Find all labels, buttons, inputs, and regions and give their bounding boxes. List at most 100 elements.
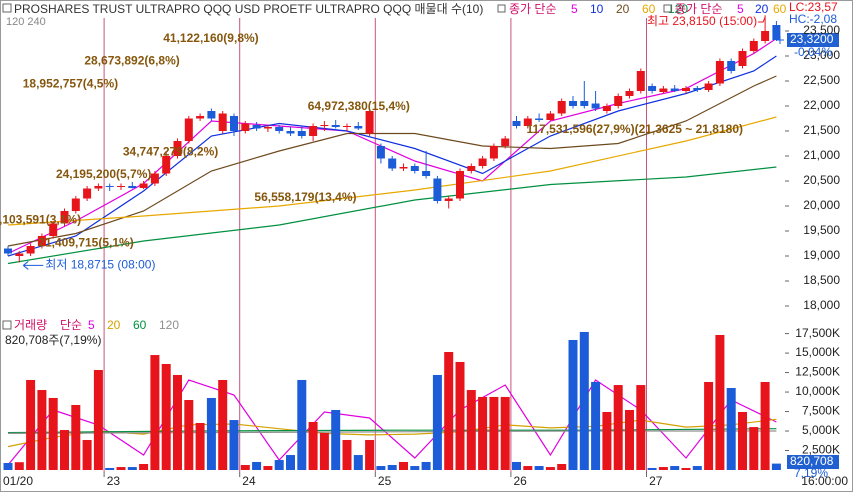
candle-body bbox=[150, 173, 159, 184]
volume-bar bbox=[71, 404, 81, 470]
candle-body bbox=[37, 236, 46, 246]
candle-body bbox=[682, 88, 690, 91]
title-sub: 120 240 bbox=[6, 16, 46, 28]
profile-label: 18,952,757(4,5%) bbox=[23, 76, 118, 90]
candle-body bbox=[49, 223, 58, 236]
candle-body bbox=[15, 253, 24, 256]
volume-bar bbox=[613, 385, 623, 470]
candle-body bbox=[467, 166, 476, 171]
legend-entry: 60 bbox=[133, 318, 147, 332]
last-price-box bbox=[787, 33, 839, 47]
y-tick-label: 22,000 bbox=[803, 98, 840, 112]
volume-bar bbox=[715, 334, 725, 470]
volume-bar bbox=[387, 465, 397, 470]
last-price-marker bbox=[776, 36, 784, 44]
pct-label: 7,19% bbox=[794, 466, 828, 480]
y-tick-label: 19,500 bbox=[803, 223, 840, 237]
candle-body bbox=[489, 146, 498, 159]
volume-bar bbox=[139, 463, 149, 470]
candle-body bbox=[433, 178, 442, 201]
candle-body bbox=[207, 111, 216, 119]
volume-bar bbox=[331, 409, 341, 470]
volume-icon bbox=[2, 320, 12, 330]
volume-bar bbox=[206, 397, 216, 470]
candle-body bbox=[297, 131, 306, 136]
volume-bar bbox=[771, 463, 781, 470]
y-tick-label: 20,500 bbox=[803, 173, 840, 187]
y-tick-label: 15,000K bbox=[795, 345, 840, 359]
candle-body bbox=[478, 158, 487, 166]
volume-bar bbox=[184, 400, 194, 470]
volume-bar bbox=[173, 374, 182, 470]
candle-body bbox=[410, 166, 419, 171]
mark-layer bbox=[3, 15, 839, 470]
legend-entry: 20 bbox=[616, 2, 630, 16]
x-axis-corner: 16:00:00 bbox=[801, 474, 848, 488]
profile-label: 64,972,380(15,4%) bbox=[308, 99, 410, 113]
volume-bar bbox=[545, 467, 555, 470]
high-arrow bbox=[758, 16, 766, 23]
candle-body bbox=[557, 101, 566, 114]
ma-line bbox=[7, 75, 777, 247]
candle-body bbox=[738, 51, 747, 66]
x-tick-label: 26 bbox=[514, 474, 528, 488]
legend2-entry: 5 bbox=[737, 2, 744, 16]
volume-bar bbox=[116, 467, 126, 470]
y-tick-label: 18,000 bbox=[803, 298, 840, 312]
profile-label: 117,531,596(27,9%)(21,3625 ~ 21,8180) bbox=[526, 122, 743, 136]
y-tick-label: 21,000 bbox=[803, 148, 840, 162]
y-tick-label: 10,000K bbox=[795, 384, 840, 398]
y-tick-label: 21,500 bbox=[803, 123, 840, 137]
candle-body bbox=[173, 141, 182, 156]
legend-entry: 120 bbox=[668, 2, 688, 16]
volume-legend-sub: 단순 bbox=[60, 318, 82, 332]
candle-body bbox=[749, 41, 758, 51]
volume-bar bbox=[534, 466, 544, 470]
candle-body bbox=[388, 158, 397, 169]
volume-bar bbox=[444, 351, 454, 470]
y-tick-label: 22,500 bbox=[803, 73, 840, 87]
volume-bar bbox=[286, 455, 295, 470]
volume-legend-label: 거래량 bbox=[14, 318, 47, 332]
volume-bar bbox=[376, 466, 386, 470]
volume-bar bbox=[478, 396, 488, 470]
legend-entry: 120 bbox=[159, 318, 179, 332]
volume-bar bbox=[263, 466, 273, 470]
y-tick-label: 20,000 bbox=[803, 198, 840, 212]
volume-bar bbox=[37, 390, 47, 470]
low-note: 최저 18,8715 (08:00) bbox=[45, 258, 155, 272]
x-tick-label: 24 bbox=[242, 474, 256, 488]
candle-body bbox=[648, 86, 657, 91]
candle-body bbox=[727, 61, 736, 71]
candle-body bbox=[196, 116, 205, 119]
profile-label: 34,747,279(8,2%) bbox=[123, 145, 218, 159]
candle-body bbox=[659, 88, 668, 92]
volume-bar bbox=[240, 465, 250, 470]
y-tick-label: 5,000K bbox=[802, 423, 840, 437]
candle-body bbox=[761, 31, 770, 41]
volume-bar bbox=[455, 361, 465, 470]
candle-body bbox=[512, 121, 521, 126]
volume-bar bbox=[602, 412, 612, 470]
candle-body bbox=[456, 171, 464, 199]
volume-bar bbox=[738, 412, 747, 470]
high-note: 최고 23,8150 (15:00) bbox=[647, 14, 757, 28]
candle-body bbox=[422, 171, 431, 176]
candle-body bbox=[569, 101, 577, 106]
volume-bar bbox=[625, 409, 634, 470]
volume-bar bbox=[252, 461, 262, 470]
ma-line bbox=[7, 430, 777, 434]
candle-body bbox=[715, 61, 724, 84]
volume-bar bbox=[726, 387, 736, 470]
y-tick-label: 7,500K bbox=[802, 404, 840, 418]
volume-bar bbox=[353, 455, 363, 470]
x-tick-label: 27 bbox=[649, 474, 663, 488]
legend-label: 종가 단순 bbox=[509, 2, 557, 16]
y-tick-label: 2,500K bbox=[802, 443, 840, 457]
low-arrow bbox=[22, 261, 44, 270]
volume-bar bbox=[229, 420, 239, 470]
volume-bar bbox=[647, 467, 657, 470]
volume-bar bbox=[105, 467, 115, 470]
candle-body bbox=[636, 71, 645, 91]
volume-bar bbox=[591, 381, 601, 470]
